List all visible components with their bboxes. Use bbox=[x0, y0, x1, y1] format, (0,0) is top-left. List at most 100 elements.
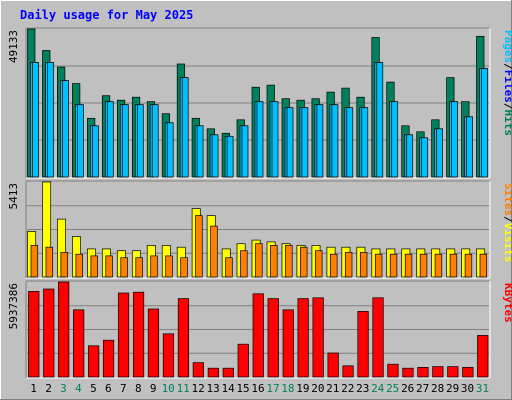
sites-bar bbox=[240, 250, 248, 278]
y-axis-max-label: 5413 bbox=[7, 183, 20, 210]
x-tick-label: 28 bbox=[431, 382, 444, 395]
pages-bar bbox=[376, 62, 384, 178]
pages-bar bbox=[241, 125, 249, 178]
kbytes-bar bbox=[312, 297, 324, 378]
x-tick-label: 16 bbox=[251, 382, 264, 395]
y-axis-max-label: 5937386 bbox=[7, 283, 20, 329]
sites-bar bbox=[165, 255, 173, 278]
pages-bar bbox=[92, 125, 99, 178]
x-tick-label: 24 bbox=[371, 382, 385, 395]
sites-bar bbox=[300, 246, 308, 278]
kbytes-bar bbox=[88, 345, 100, 378]
x-tick-label: 5 bbox=[90, 382, 97, 395]
sites-bar bbox=[180, 257, 188, 278]
kbytes-bar bbox=[447, 366, 459, 378]
x-tick-label: 30 bbox=[461, 382, 474, 395]
x-tick-label: 12 bbox=[191, 382, 204, 395]
sites-bar bbox=[374, 253, 383, 278]
pages-bar bbox=[421, 137, 429, 178]
x-tick-label: 21 bbox=[326, 382, 339, 395]
kbytes-bar bbox=[387, 363, 399, 378]
sites-bar bbox=[255, 243, 263, 278]
x-tick-label: 26 bbox=[401, 382, 414, 395]
kbytes-bar bbox=[132, 291, 145, 378]
x-tick-label: 19 bbox=[296, 382, 309, 395]
sites-bar bbox=[75, 253, 83, 278]
pages-bar bbox=[331, 104, 339, 178]
kbytes-bar bbox=[327, 352, 339, 378]
legend-entry: Pages bbox=[502, 30, 512, 63]
pages-bar bbox=[436, 128, 443, 178]
pages-bar bbox=[271, 101, 279, 178]
kbytes-bar bbox=[207, 367, 219, 378]
pages-bar bbox=[211, 134, 219, 178]
kbytes-bar bbox=[58, 281, 70, 378]
x-tick-label: 11 bbox=[177, 382, 190, 395]
kbytes-bar bbox=[477, 335, 489, 378]
pages-bar bbox=[47, 62, 54, 178]
sites-bar bbox=[344, 252, 353, 278]
kbytes-bar bbox=[267, 298, 279, 378]
sites-bar bbox=[45, 246, 54, 278]
sites-bar bbox=[150, 255, 158, 278]
sites-bar bbox=[330, 253, 338, 278]
x-tick-label: 14 bbox=[221, 382, 235, 395]
sites-bar bbox=[60, 252, 68, 278]
kbytes-bar bbox=[462, 367, 474, 378]
pages-bar bbox=[151, 104, 159, 178]
kbytes-bar bbox=[162, 333, 175, 378]
x-tick-label: 9 bbox=[150, 382, 157, 395]
sites-bar bbox=[404, 253, 413, 278]
pages-bar bbox=[226, 135, 234, 178]
sites-bar bbox=[479, 253, 488, 278]
sites-bar bbox=[359, 252, 368, 278]
legend-entry: / bbox=[502, 103, 512, 110]
sites-bar bbox=[419, 253, 428, 278]
legend-kbytes: KBytes bbox=[502, 283, 512, 323]
pages-bar bbox=[106, 101, 114, 178]
kbytes-bar bbox=[102, 339, 115, 378]
kbytes-bar bbox=[432, 366, 444, 378]
pages-bar bbox=[451, 101, 458, 178]
x-tick-label: 29 bbox=[446, 382, 459, 395]
kbytes-bar bbox=[28, 291, 40, 378]
kbytes-bar bbox=[282, 309, 294, 378]
legend-visits-sites: Sites/Visits bbox=[502, 183, 512, 263]
kbytes-bar bbox=[357, 311, 369, 378]
pages-bar bbox=[301, 107, 309, 178]
x-tick-label: 23 bbox=[356, 382, 369, 395]
x-tick-label: 6 bbox=[105, 382, 112, 395]
legend-hits-files-pages: Pages/Files/Hits bbox=[502, 30, 512, 136]
legend-entry: / bbox=[502, 63, 512, 70]
sites-bar bbox=[105, 255, 113, 278]
pages-bar bbox=[316, 104, 324, 178]
kbytes-bar bbox=[222, 367, 234, 378]
legend-entry: KBytes bbox=[502, 283, 512, 323]
x-tick-label: 10 bbox=[162, 382, 175, 395]
kbytes-bar bbox=[73, 309, 85, 378]
x-tick-label: 2 bbox=[45, 382, 52, 395]
pages-bar bbox=[466, 116, 473, 178]
pages-bar bbox=[62, 80, 69, 178]
pages-bar bbox=[166, 122, 174, 178]
x-tick-label: 1 bbox=[30, 382, 37, 395]
legend-entry: Hits bbox=[502, 110, 512, 137]
x-tick-label: 22 bbox=[341, 382, 354, 395]
x-tick-label: 31 bbox=[476, 382, 489, 395]
pages-bar bbox=[361, 107, 369, 178]
kbytes-bar bbox=[402, 367, 414, 378]
legend-entry: Visits bbox=[502, 223, 512, 263]
sites-bar bbox=[315, 250, 323, 278]
kbytes-bar bbox=[372, 297, 384, 378]
x-axis-labels: 1 2 3 4 5 6 7 8 9 10 11 12 13 14 15 16 17 18 19 20 21 22 23 24 2… bbox=[30, 382, 489, 395]
sites-bar bbox=[270, 245, 278, 278]
sites-bar bbox=[135, 257, 143, 278]
pages-bar bbox=[256, 101, 264, 178]
pages-bar bbox=[406, 134, 414, 178]
x-tick-label: 13 bbox=[206, 382, 219, 395]
kbytes-bar bbox=[342, 365, 354, 378]
x-tick-label: 7 bbox=[120, 382, 127, 395]
sites-bar bbox=[434, 253, 443, 278]
legend-entry: Files bbox=[502, 70, 512, 103]
